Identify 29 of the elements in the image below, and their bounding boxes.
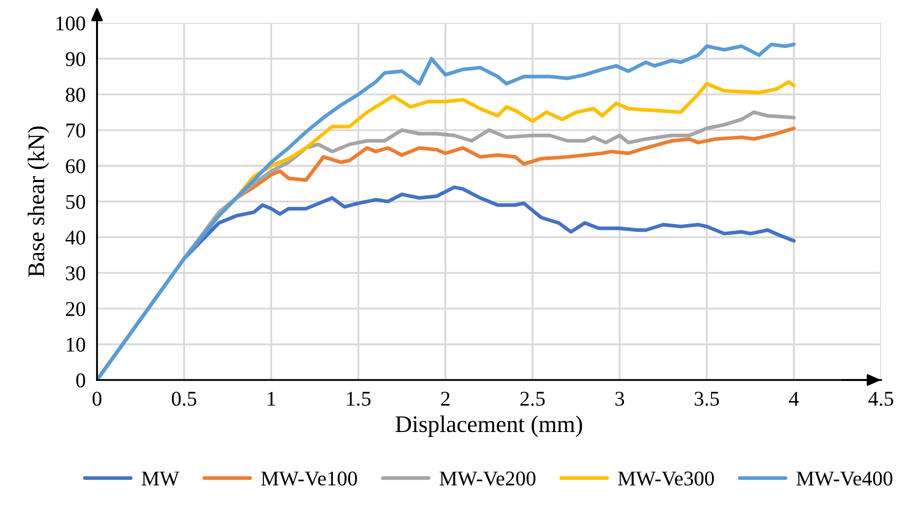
legend-label: MW-Ve200 <box>440 471 536 486</box>
y-tick-label: 0 <box>76 373 86 388</box>
y-tick-label: 90 <box>66 52 86 66</box>
x-tick-label: 0 <box>92 392 102 406</box>
legend-label: MW-Ve100 <box>261 471 357 486</box>
y-tick-label: 70 <box>66 123 86 138</box>
y-tick-label: 80 <box>66 88 86 102</box>
y-tick-label: 20 <box>66 302 86 316</box>
x-tick-label: 2.5 <box>520 392 545 406</box>
x-tick-label: 1 <box>268 392 276 406</box>
y-tick-label: 10 <box>66 338 86 352</box>
x-tick-label: 4 <box>789 392 799 406</box>
y-tick-label: 30 <box>66 266 86 280</box>
y-tick-label: 50 <box>66 194 86 209</box>
y-axis-title: Base shear (kN) <box>28 126 50 277</box>
y-tick-label: 100 <box>56 16 86 30</box>
y-tick-label: 40 <box>65 230 86 245</box>
legend-label: MW-Ve300 <box>618 471 714 486</box>
y-tick-label: 60 <box>66 159 86 174</box>
legend-label: MW <box>142 472 180 486</box>
x-tick-label: 2 <box>441 392 450 406</box>
x-tick-label: 1.5 <box>347 392 371 406</box>
x-tick-label: 3 <box>615 392 624 406</box>
x-tick-label: 4.5 <box>868 392 894 406</box>
x-tick-label: 3.5 <box>694 392 719 406</box>
line-series <box>97 42 796 380</box>
legend-label: MW-Ve400 <box>796 471 892 486</box>
x-axis-title: Displacement (mm) <box>396 416 582 437</box>
x-tick-label: 0.5 <box>172 392 196 406</box>
